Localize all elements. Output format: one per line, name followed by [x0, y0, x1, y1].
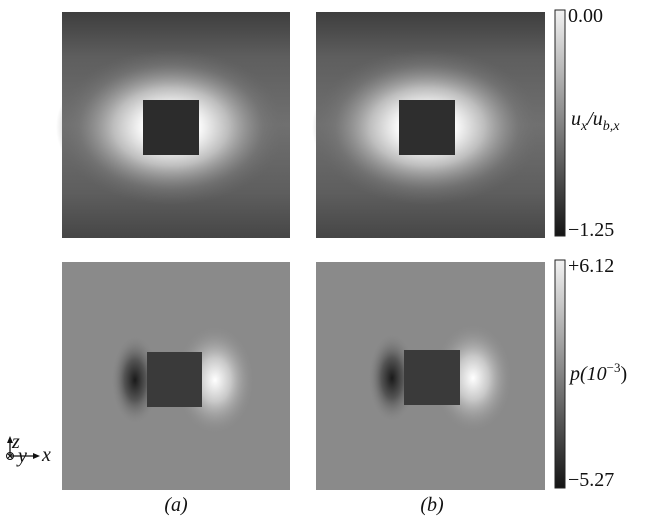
label-part: p(10 [568, 363, 607, 385]
colorbar-label: ux/ub,x [571, 108, 620, 134]
label-part: ) [621, 363, 628, 385]
panel-top-b [312, 12, 545, 238]
colorbar-min: −1.25 [568, 219, 614, 241]
axis-label: z [11, 431, 20, 453]
panel-top-a [56, 12, 290, 238]
label-sub: x [580, 119, 588, 134]
colorbar-max: +6.12 [568, 255, 614, 277]
caption: (a) [164, 494, 188, 516]
colorbar-min: −5.27 [568, 469, 614, 491]
colorbar-label: p(10−3) [568, 360, 627, 385]
axis-label: x [41, 444, 51, 466]
colorbar [554, 259, 566, 489]
axis-triad [6, 436, 40, 460]
colorbar [554, 9, 566, 237]
label-sup: −3 [607, 360, 621, 375]
colorbar-max: 0.00 [568, 5, 603, 27]
label-part: /u [586, 108, 603, 130]
caption: (b) [420, 494, 444, 516]
axis-label: y [16, 445, 27, 467]
panel-bottom-a [62, 262, 290, 490]
label-part: u [571, 108, 581, 130]
label-sub: b,x [603, 119, 621, 134]
panel-bottom-b [316, 262, 545, 490]
